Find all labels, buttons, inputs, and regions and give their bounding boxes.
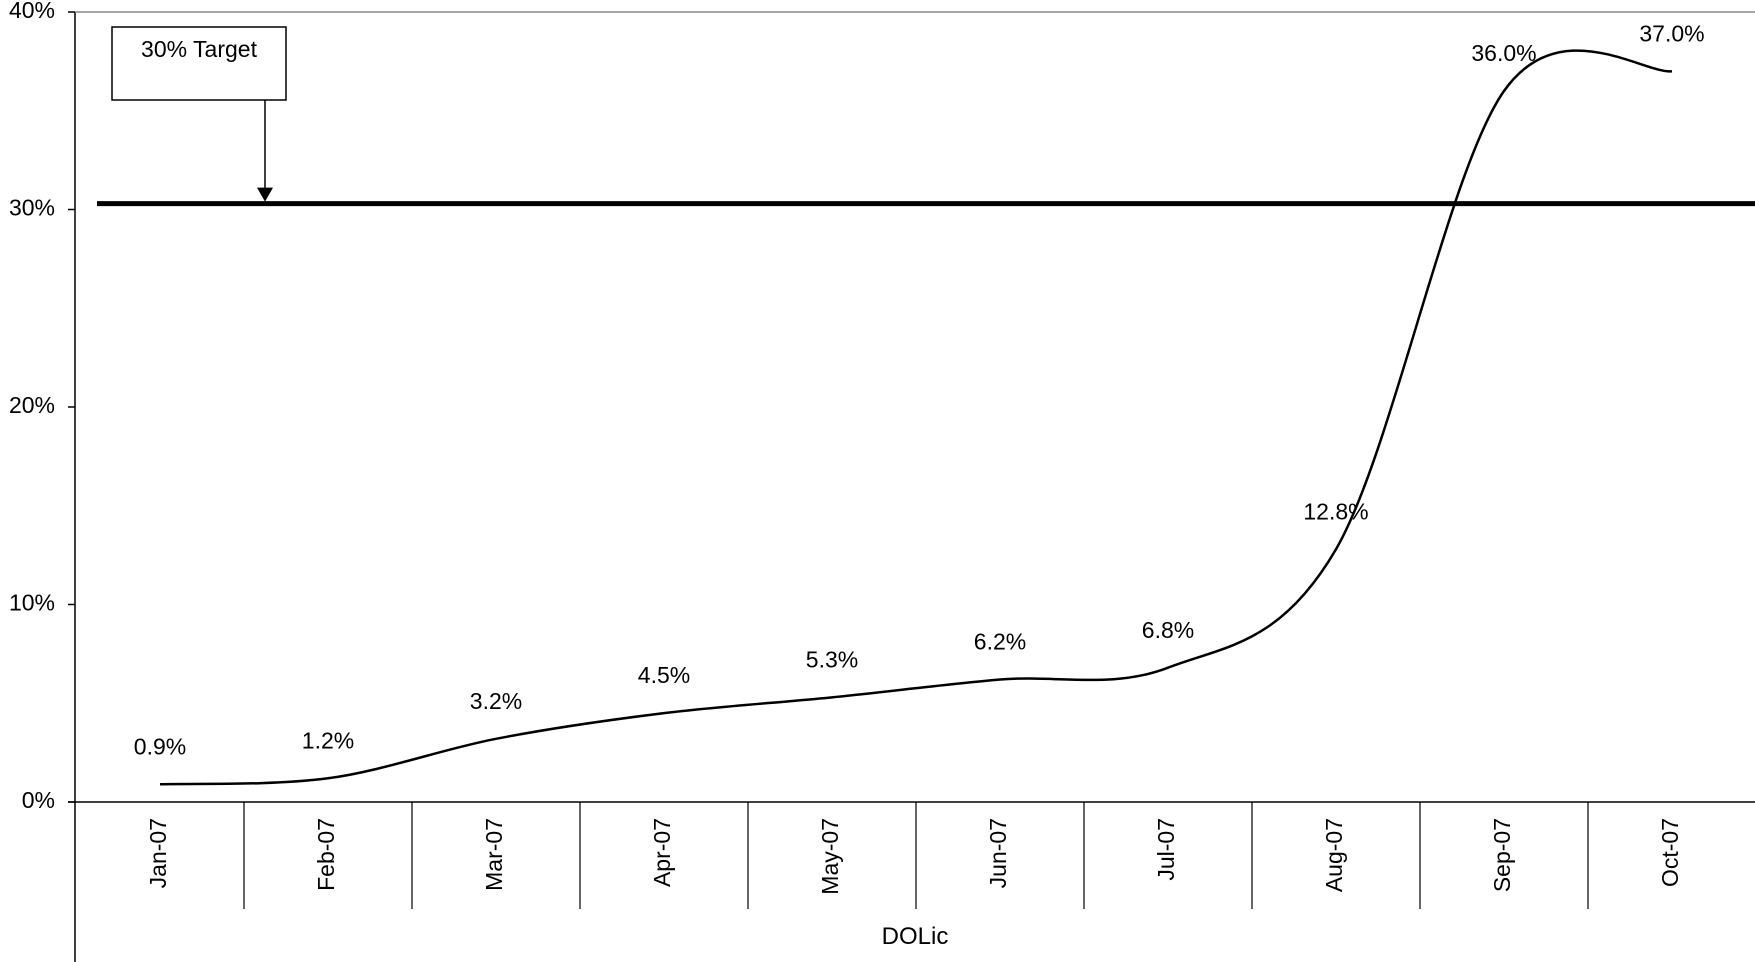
data-label: 37.0% — [1639, 20, 1704, 46]
data-label: 12.8% — [1303, 498, 1368, 524]
y-tick-label: 0% — [22, 787, 55, 813]
x-tick-label: Jun-07 — [985, 818, 1011, 888]
target-arrow-head — [257, 187, 273, 202]
target-callout: 30% Target — [111, 26, 287, 202]
target-callout-box — [111, 26, 287, 101]
x-tick-label: Apr-07 — [649, 818, 675, 887]
x-tick-label: Feb-07 — [313, 818, 339, 891]
data-label: 5.3% — [806, 646, 858, 672]
x-tick-label: Mar-07 — [481, 818, 507, 891]
y-tick-label: 30% — [9, 195, 55, 221]
x-tick-label: May-07 — [817, 818, 843, 895]
data-label: 4.5% — [638, 662, 690, 688]
data-label: 6.2% — [974, 629, 1026, 655]
data-labels: 0.9% 1.2% 3.2% 4.5% 5.3% 6.2% 6.8% 12.8% 36.0% 37… — [134, 20, 1705, 759]
y-tick-label: 10% — [9, 590, 55, 616]
x-tick-label: Aug-07 — [1321, 818, 1347, 892]
series-line — [159, 49, 1673, 786]
y-axis-ticks: 0% 10% 20% 30% 40% — [9, 0, 75, 813]
target-callout-label: 30% Target — [141, 36, 258, 62]
x-tick-label: Jan-07 — [145, 818, 171, 888]
x-tick-label: Sep-07 — [1489, 818, 1515, 892]
data-label: 1.2% — [302, 727, 354, 753]
x-tick-label: Jul-07 — [1153, 818, 1179, 881]
data-label: 36.0% — [1471, 40, 1536, 66]
data-label: 6.8% — [1142, 617, 1194, 643]
y-tick-label: 40% — [9, 0, 55, 23]
data-label: 3.2% — [470, 688, 522, 714]
x-axis-ticks: Jan-07 Feb-07 Mar-07 Apr-07 May-07 Jun-07 Jul-… — [145, 802, 1683, 909]
x-tick-label: Oct-07 — [1657, 818, 1683, 887]
y-tick-label: 20% — [9, 392, 55, 418]
data-label: 0.9% — [134, 733, 186, 759]
x-axis-title: DOLic — [882, 923, 949, 950]
